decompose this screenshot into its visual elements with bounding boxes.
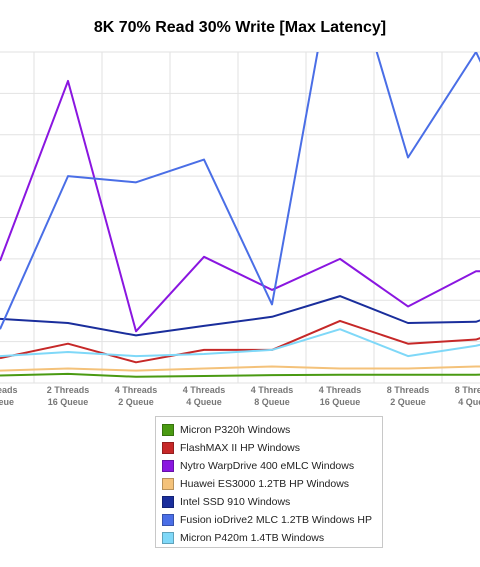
- legend-label: Micron P420m 1.4TB Windows: [180, 532, 325, 544]
- x-tick-label: 2 Queue: [118, 397, 154, 407]
- series-lines: [0, 52, 480, 378]
- legend-item: Fusion ioDrive2 MLC 1.2TB Windows HP: [156, 511, 382, 529]
- series-line-0: [0, 372, 480, 378]
- series-line-1: [0, 319, 480, 364]
- legend-item: Micron P420m 1.4TB Windows: [156, 529, 382, 547]
- legend-swatch: [162, 478, 174, 490]
- legend-item: Micron P320h Windows: [156, 421, 382, 439]
- legend-item: Huawei ES3000 1.2TB HP Windows: [156, 475, 382, 493]
- legend-label: Nytro WarpDrive 400 eMLC Windows: [180, 460, 355, 472]
- legend-swatch: [162, 460, 174, 472]
- x-tick-label: 4 Threads: [115, 385, 158, 395]
- legend-label: Fusion ioDrive2 MLC 1.2TB Windows HP: [180, 514, 372, 526]
- legend-label: Huawei ES3000 1.2TB HP Windows: [180, 478, 350, 490]
- series-line-4: [0, 295, 480, 337]
- legend-swatch: [162, 496, 174, 508]
- series-line-5: [0, 52, 480, 330]
- legend-swatch: [162, 532, 174, 544]
- x-tick-label: 8 Threads: [455, 385, 480, 395]
- legend-item: FlashMAX II HP Windows: [156, 439, 382, 457]
- x-tick-label: 16 Queue: [48, 397, 89, 407]
- gridlines: [0, 51, 480, 384]
- x-tick-label: Threads: [0, 385, 18, 395]
- x-tick-label: 4 Queue: [458, 397, 480, 407]
- series-line-3: [0, 365, 480, 372]
- x-tick-label: Queue: [0, 397, 14, 407]
- legend-item: Intel SSD 910 Windows: [156, 493, 382, 511]
- x-tick-label: 4 Threads: [183, 385, 226, 395]
- x-tick-label: 2 Threads: [47, 385, 90, 395]
- series-line-6: [0, 328, 480, 358]
- chart-title: 8K 70% Read 30% Write [Max Latency]: [93, 19, 387, 36]
- x-tick-label: 8 Queue: [254, 397, 290, 407]
- x-axis-ticks: Threads Queue 2 Threads 16 Queue 4 Threads 2 …: [0, 385, 480, 407]
- legend-label: Intel SSD 910 Windows: [180, 496, 291, 508]
- x-tick-label: 2 Queue: [390, 397, 426, 407]
- legend-label: Micron P320h Windows: [180, 424, 291, 436]
- legend-swatch: [162, 442, 174, 454]
- legend-label: FlashMAX II HP Windows: [180, 442, 301, 454]
- x-tick-label: 4 Threads: [319, 385, 362, 395]
- x-tick-label: 4 Queue: [186, 397, 222, 407]
- x-tick-label: 16 Queue: [320, 397, 361, 407]
- legend: Micron P320h Windows FlashMAX II HP Windo…: [155, 416, 383, 548]
- series-line-2: [0, 79, 480, 333]
- legend-item: Nytro WarpDrive 400 eMLC Windows: [156, 457, 382, 475]
- legend-swatch: [162, 424, 174, 436]
- legend-swatch: [162, 514, 174, 526]
- x-tick-label: 4 Threads: [251, 385, 294, 395]
- x-tick-label: 8 Threads: [387, 385, 430, 395]
